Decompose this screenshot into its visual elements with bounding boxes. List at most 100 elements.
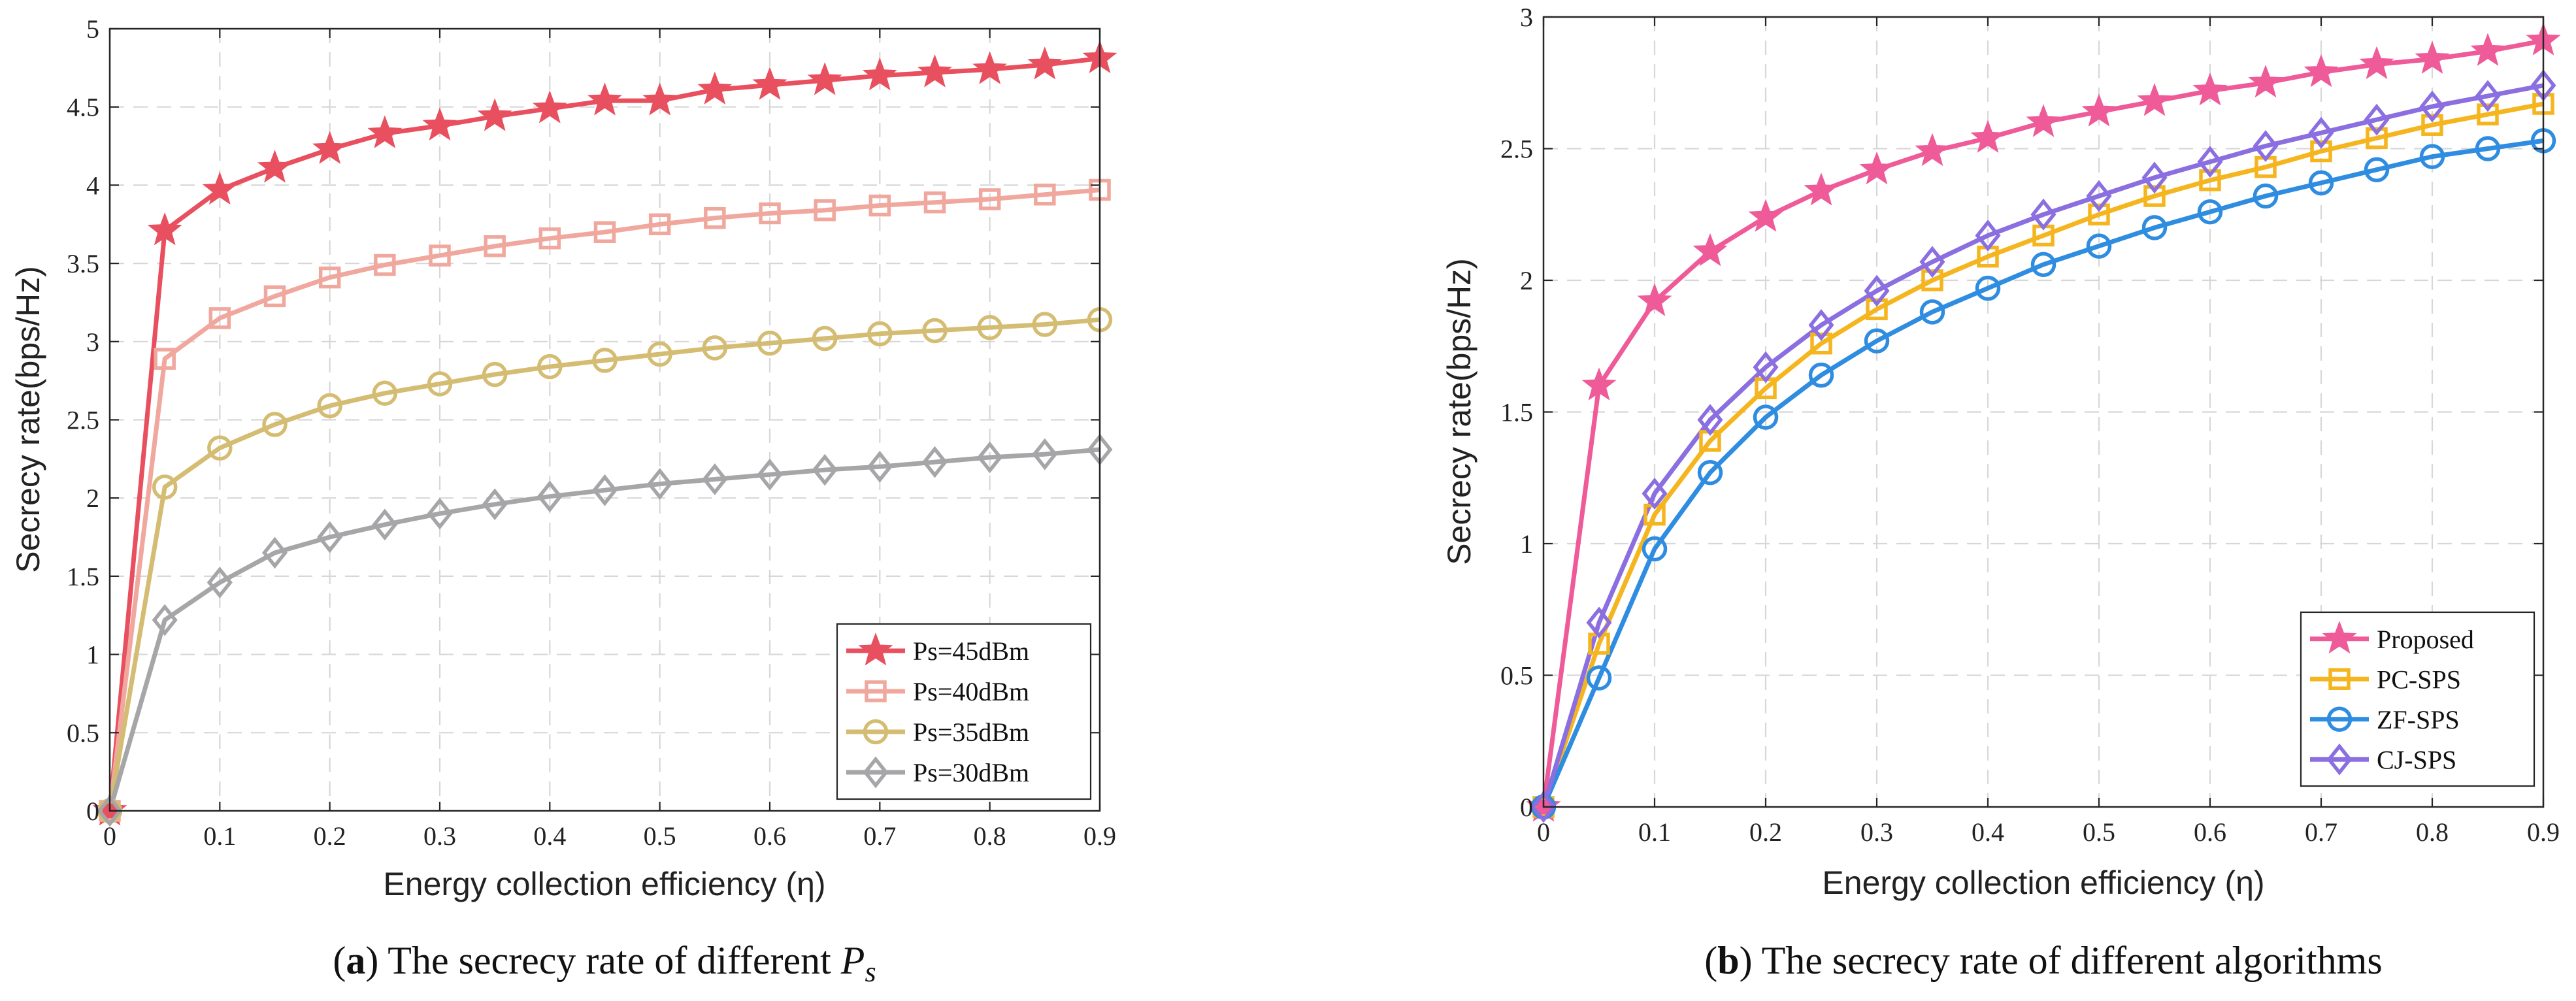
y-tick-label: 0	[86, 796, 99, 826]
y-tick-label: 0	[1520, 793, 1533, 822]
data-point	[702, 463, 728, 495]
series-line	[107, 188, 1100, 812]
data-point	[647, 468, 673, 500]
x-tick-label: 0.3	[1860, 817, 1893, 847]
data-point	[977, 441, 1003, 474]
y-tick-label: 5	[86, 14, 99, 44]
data-point	[2308, 116, 2334, 149]
legend-label: Ps=40dBm	[913, 677, 1029, 706]
x-tick-label: 0	[103, 821, 116, 851]
data-point	[484, 235, 506, 257]
data-point	[1808, 362, 1834, 388]
data-point	[1032, 312, 1058, 337]
data-point	[257, 150, 293, 183]
data-point	[1921, 269, 1943, 291]
series-layer-a	[92, 40, 1117, 827]
data-point	[587, 82, 623, 116]
data-point	[1693, 233, 1728, 267]
data-point	[2308, 170, 2334, 196]
data-point	[757, 458, 783, 491]
x-tick-label: 0.2	[314, 821, 346, 851]
x-tick-label: 0.6	[2194, 817, 2226, 847]
data-point	[1864, 274, 1890, 307]
x-tick-label: 0.5	[644, 821, 676, 851]
legend-marker	[2326, 743, 2353, 776]
legend-marker	[865, 680, 887, 702]
caption-a: (a) The secrecy rate of different Ps	[333, 939, 876, 988]
y-tick-label: 3.5	[67, 249, 99, 278]
y-tick-label: 3	[86, 327, 99, 357]
data-point	[2304, 54, 2339, 88]
data-point	[2415, 41, 2450, 74]
series-layer-b	[1526, 22, 2561, 823]
y-axis-title-a: Secrecy rate(bps/Hz)	[10, 266, 46, 573]
legend-label: Ps=45dBm	[913, 636, 1029, 666]
data-point	[1866, 298, 1888, 321]
y-tick-label: 0.5	[1500, 661, 1533, 691]
data-point	[2253, 183, 2279, 209]
data-point	[152, 474, 178, 500]
data-point	[642, 82, 678, 116]
data-point	[1586, 606, 1612, 639]
legend-label: CJ-SPS	[2377, 745, 2456, 774]
data-point	[372, 380, 398, 406]
series-line	[107, 447, 1100, 812]
caption-a-text: The secrecy rate of different	[388, 939, 841, 982]
data-point	[2366, 127, 2388, 150]
y-tick-label: 4	[86, 171, 99, 200]
legend-marker	[863, 756, 889, 789]
data-point	[1970, 120, 2006, 153]
data-point	[917, 54, 953, 88]
data-point	[704, 206, 726, 229]
data-point	[2248, 64, 2283, 98]
data-point	[262, 412, 288, 437]
y-tick-label: 1	[1520, 529, 1533, 559]
legend-label: PC-SPS	[2377, 665, 2461, 694]
x-tick-label: 0.8	[2416, 817, 2449, 847]
data-point	[1859, 151, 1894, 185]
legend-marker	[2322, 620, 2357, 654]
x-tick-label: 0.3	[423, 821, 456, 851]
chart-b: 0 0.1 0.2 0.3 0.4 0.5 0.6 0.7 0.8 0.9 0 0.5 1 1.5 2 2.5…	[1441, 3, 2561, 901]
data-point	[2421, 114, 2443, 136]
data-point	[922, 318, 948, 344]
data-point	[97, 795, 123, 827]
data-point	[202, 171, 237, 205]
data-point	[1975, 275, 2001, 301]
legend-marker	[2326, 706, 2353, 732]
y-tick-label: 2.5	[1500, 135, 1533, 164]
data-point	[593, 221, 616, 243]
data-point	[2197, 146, 2223, 178]
data-point	[591, 474, 618, 506]
data-point	[1808, 309, 1834, 341]
data-point	[1919, 246, 1945, 278]
legend-label: Proposed	[2377, 625, 2474, 654]
ticks-a: 0 0.1 0.2 0.3 0.4 0.5 0.6 0.7 0.8 0.9 0 0.5 1 1.5 2 2.5…	[67, 14, 1116, 851]
x-tick-label: 0.4	[1972, 817, 2004, 847]
y-tick-label: 1.5	[1500, 398, 1533, 427]
data-point	[1915, 133, 1950, 167]
y-tick-label: 2	[1520, 266, 1533, 295]
caption-a-math-sub: s	[865, 956, 876, 988]
caption-b-text: The secrecy rate of different algorithms	[1762, 939, 2383, 982]
data-point	[978, 188, 1001, 210]
data-point	[2137, 83, 2172, 116]
legend-marker	[863, 719, 889, 745]
data-point	[1027, 46, 1063, 80]
x-tick-label: 0.2	[1749, 817, 1782, 847]
data-point	[261, 536, 288, 569]
data-point	[1642, 536, 1668, 562]
data-point	[537, 353, 563, 380]
data-point	[1975, 220, 2001, 252]
series-line	[1541, 138, 2544, 808]
data-point	[2081, 93, 2117, 127]
data-point	[2364, 103, 2390, 136]
y-axis-title-b: Secrecy rate(bps/Hz)	[1441, 258, 1478, 565]
x-tick-label: 0.9	[2527, 817, 2560, 847]
series-line	[1541, 101, 2544, 808]
y-tick-label: 2.5	[67, 406, 99, 435]
x-tick-label: 0	[1537, 817, 1550, 847]
data-point	[429, 244, 451, 267]
ticks-b: 0 0.1 0.2 0.3 0.4 0.5 0.6 0.7 0.8 0.9 0 0.5 1 1.5 2 2.5…	[1500, 3, 2560, 847]
data-point	[2419, 90, 2445, 123]
